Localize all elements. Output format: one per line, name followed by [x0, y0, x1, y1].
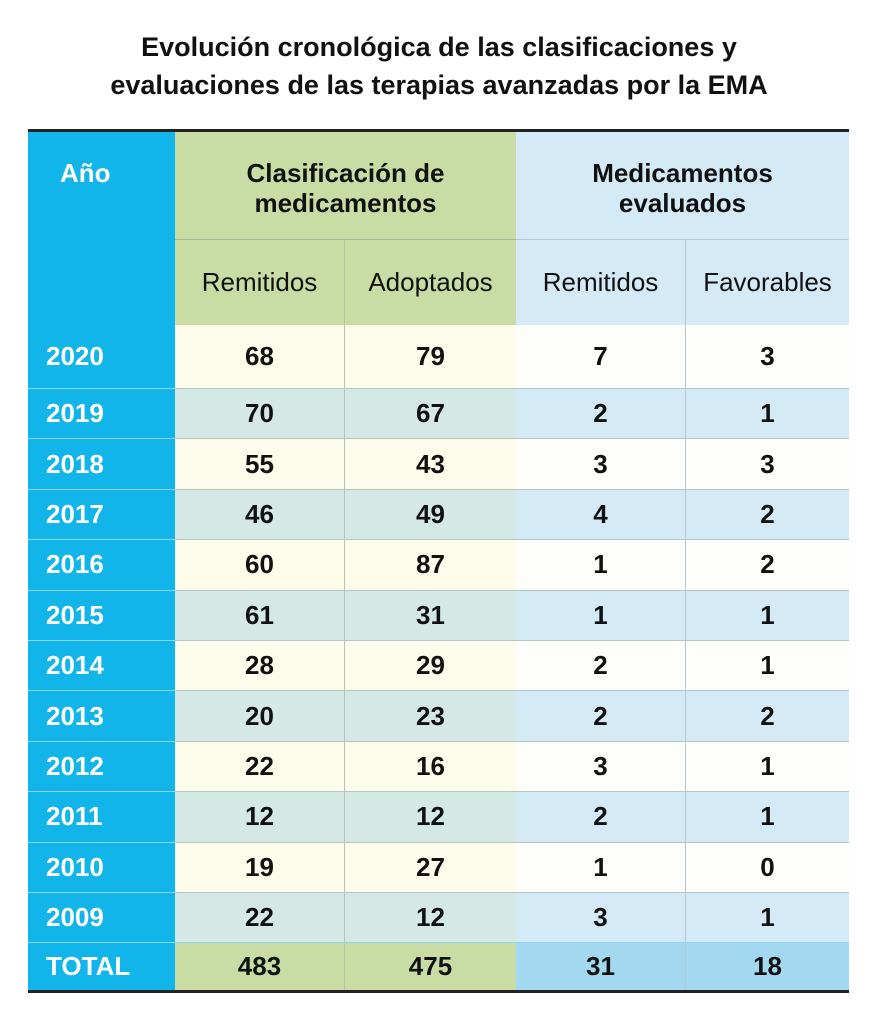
value-cell: 61 — [175, 589, 344, 640]
year-cell: 2014 — [28, 639, 175, 691]
year-cell: 2019 — [28, 388, 175, 439]
value-cell: 3 — [516, 891, 685, 943]
year-cell: 2020 — [28, 325, 175, 388]
table-header: Año Clasificación de medicamentos Remiti… — [28, 132, 849, 325]
table-row: 2012 22 16 3 1 — [28, 740, 849, 792]
value-cell: 1 — [685, 388, 849, 439]
value-cell: 2 — [516, 388, 685, 439]
chart-title: Evolución cronológica de las clasificaci… — [0, 28, 878, 104]
value-cell: 60 — [175, 539, 344, 590]
table-row: 2011 12 12 2 1 — [28, 791, 849, 842]
value-cell: 12 — [344, 891, 516, 943]
value-cell: 2 — [516, 639, 685, 691]
value-cell: 43 — [344, 438, 516, 489]
value-cell: 1 — [516, 589, 685, 640]
value-cell: 2 — [685, 539, 849, 590]
value-cell: 1 — [685, 791, 849, 842]
value-cell: 31 — [344, 589, 516, 640]
year-cell: 2011 — [28, 791, 175, 842]
table-row: 2020 68 79 7 3 — [28, 325, 849, 388]
value-cell: 0 — [685, 841, 849, 892]
header-year: Año — [28, 132, 175, 325]
value-cell: 3 — [516, 740, 685, 792]
value-cell: 70 — [175, 388, 344, 439]
total-row: TOTAL 483 475 31 18 — [28, 942, 849, 991]
value-cell: 1 — [516, 841, 685, 892]
value-cell: 28 — [175, 639, 344, 691]
table-body: 2020 68 79 7 3 2019 70 67 2 1 2018 55 43 3 3 2017 46 49 4 2… — [28, 325, 849, 943]
value-cell: 12 — [175, 791, 344, 842]
year-cell: 2012 — [28, 740, 175, 792]
value-cell: 7 — [516, 325, 685, 388]
value-cell: 3 — [516, 438, 685, 489]
value-cell: 22 — [175, 891, 344, 943]
header-group-evaluated: Medicamentos evaluados Remitidos Favorab… — [516, 132, 849, 325]
table-row: 2017 46 49 4 2 — [28, 488, 849, 540]
value-cell: 1 — [685, 891, 849, 943]
title-line-2: evaluaciones de las terapias avanzadas p… — [110, 70, 768, 100]
total-label: TOTAL — [28, 942, 175, 991]
value-cell: 1 — [516, 539, 685, 590]
table-row: 2019 70 67 2 1 — [28, 388, 849, 439]
value-cell: 2 — [516, 690, 685, 741]
value-cell: 3 — [685, 438, 849, 489]
value-cell: 27 — [344, 841, 516, 892]
value-cell: 4 — [516, 488, 685, 540]
value-cell: 1 — [685, 740, 849, 792]
total-cell: 483 — [175, 942, 344, 991]
value-cell: 23 — [344, 690, 516, 741]
value-cell: 1 — [685, 589, 849, 640]
value-cell: 87 — [344, 539, 516, 590]
table-row: 2014 28 29 2 1 — [28, 639, 849, 691]
value-cell: 67 — [344, 388, 516, 439]
value-cell: 1 — [685, 639, 849, 691]
total-cell: 475 — [344, 942, 516, 991]
header-group-classification: Clasificación de medicamentos Remitidos … — [175, 132, 516, 325]
subheader-remitidos-1: Remitidos — [175, 240, 344, 325]
value-cell: 19 — [175, 841, 344, 892]
title-line-1: Evolución cronológica de las clasificaci… — [141, 32, 737, 62]
year-cell: 2010 — [28, 841, 175, 892]
data-table: Año Clasificación de medicamentos Remiti… — [28, 129, 849, 994]
value-cell: 3 — [685, 325, 849, 388]
subheader-favorables: Favorables — [685, 240, 849, 325]
value-cell: 46 — [175, 488, 344, 540]
year-cell: 2017 — [28, 488, 175, 540]
value-cell: 16 — [344, 740, 516, 792]
year-cell: 2013 — [28, 690, 175, 741]
subheader-adoptados: Adoptados — [344, 240, 516, 325]
value-cell: 2 — [685, 488, 849, 540]
value-cell: 2 — [685, 690, 849, 741]
year-cell: 2016 — [28, 539, 175, 590]
table-row: 2010 19 27 1 0 — [28, 841, 849, 892]
value-cell: 22 — [175, 740, 344, 792]
value-cell: 49 — [344, 488, 516, 540]
value-cell: 68 — [175, 325, 344, 388]
subheader-remitidos-2: Remitidos — [516, 240, 685, 325]
table-row: 2013 20 23 2 2 — [28, 690, 849, 741]
table-row: 2009 22 12 3 1 — [28, 891, 849, 943]
year-cell: 2018 — [28, 438, 175, 489]
year-cell: 2009 — [28, 891, 175, 943]
value-cell: 79 — [344, 325, 516, 388]
value-cell: 12 — [344, 791, 516, 842]
group1-title: Clasificación de medicamentos — [175, 132, 516, 240]
value-cell: 55 — [175, 438, 344, 489]
group2-title: Medicamentos evaluados — [516, 132, 849, 240]
year-cell: 2015 — [28, 589, 175, 640]
value-cell: 2 — [516, 791, 685, 842]
table-row: 2016 60 87 1 2 — [28, 539, 849, 590]
table-row: 2015 61 31 1 1 — [28, 589, 849, 640]
value-cell: 29 — [344, 639, 516, 691]
total-cell: 31 — [516, 942, 685, 991]
total-cell: 18 — [685, 942, 849, 991]
value-cell: 20 — [175, 690, 344, 741]
table-row: 2018 55 43 3 3 — [28, 438, 849, 489]
